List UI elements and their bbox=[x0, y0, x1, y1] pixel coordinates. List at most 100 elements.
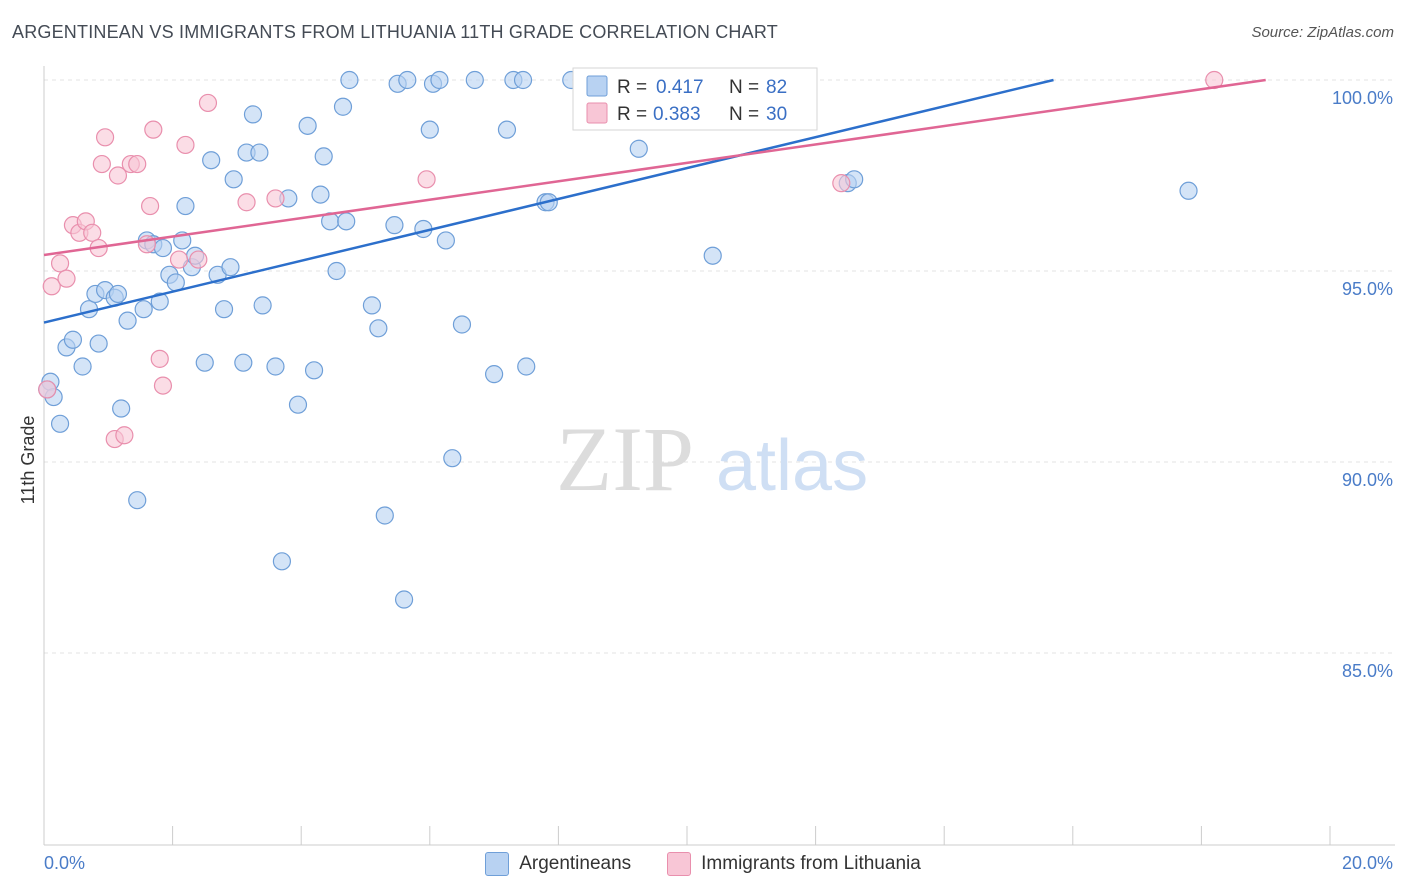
watermark: ZIP atlas bbox=[556, 408, 868, 510]
bottom-legend-label-argentineans: Argentineans bbox=[519, 853, 632, 874]
blue-point-43 bbox=[311, 185, 330, 204]
blue-point-23 bbox=[176, 196, 195, 216]
blue-point-18 bbox=[150, 292, 169, 311]
blue-trend-line bbox=[43, 78, 1054, 324]
pink-point-20 bbox=[153, 376, 173, 395]
blue-point-77 bbox=[703, 246, 722, 265]
blue-point-11 bbox=[108, 284, 128, 304]
source-label: Source: ZipAtlas.com bbox=[1251, 24, 1394, 41]
blue-point-14 bbox=[128, 491, 147, 510]
blue-point-69 bbox=[517, 357, 536, 376]
blue-point-34 bbox=[243, 105, 263, 124]
blue-point-56 bbox=[398, 70, 417, 90]
series-lithuania-points bbox=[38, 70, 1224, 449]
blue-point-68 bbox=[513, 70, 533, 90]
blue-point-60 bbox=[430, 70, 449, 90]
pink-point-15 bbox=[128, 154, 147, 174]
blue-point-50 bbox=[362, 296, 382, 315]
bottom-legend-swatch-blue bbox=[485, 852, 510, 876]
series-argentineans-points bbox=[38, 70, 1198, 609]
bottom-legend-item-lithuania: Immigrants from Lithuania bbox=[667, 852, 921, 876]
legend-blue-n-label: N = bbox=[729, 77, 759, 98]
blue-point-13 bbox=[118, 311, 137, 330]
y-tick-label-2: 90.0% bbox=[1342, 470, 1393, 490]
blue-point-48 bbox=[337, 212, 356, 231]
blue-point-58 bbox=[420, 120, 439, 139]
blue-point-44 bbox=[314, 147, 333, 166]
blue-point-62 bbox=[443, 449, 462, 468]
legend-swatch-blue bbox=[586, 75, 608, 97]
stats-legend: R = 0.417 N = 82 R = 0.383 N = 30 bbox=[572, 67, 818, 131]
blue-point-41 bbox=[298, 116, 317, 135]
pink-point-3 bbox=[57, 269, 76, 288]
blue-point-66 bbox=[497, 120, 517, 139]
blue-point-63 bbox=[452, 315, 472, 334]
blue-point-30 bbox=[221, 258, 240, 277]
y-axis-tick-labels: 100.0% 95.0% 90.0% 85.0% bbox=[1332, 88, 1393, 681]
bottom-legend: Argentineans Immigrants from Lithuania bbox=[0, 852, 1406, 876]
bottom-legend-swatch-pink bbox=[667, 852, 692, 876]
pink-point-25 bbox=[237, 193, 256, 212]
pink-point-7 bbox=[83, 223, 102, 242]
pink-trend-line bbox=[43, 78, 1266, 257]
pink-point-22 bbox=[176, 135, 195, 155]
pink-point-19 bbox=[150, 349, 169, 368]
pink-point-28 bbox=[832, 174, 851, 193]
blue-point-40 bbox=[288, 395, 308, 414]
blue-point-42 bbox=[304, 361, 324, 380]
pink-point-0 bbox=[38, 380, 57, 399]
legend-pink-n-value: 30 bbox=[766, 104, 787, 125]
y-tick-label-0: 100.0% bbox=[1332, 88, 1393, 108]
stats-legend-box bbox=[572, 67, 818, 131]
watermark-atlas: atlas bbox=[716, 426, 868, 506]
watermark-zip: ZIP bbox=[556, 408, 694, 510]
pink-point-11 bbox=[108, 166, 128, 185]
x-tick-label-max: 20.0% bbox=[1342, 853, 1393, 873]
blue-point-46 bbox=[327, 261, 346, 281]
blue-point-2 bbox=[50, 414, 70, 433]
blue-point-35 bbox=[250, 143, 269, 162]
blue-point-74 bbox=[629, 139, 648, 158]
x-tick-label-min: 0.0% bbox=[44, 853, 85, 873]
trend-lines bbox=[43, 78, 1266, 324]
bottom-legend-item-argentineans: Argentineans bbox=[485, 852, 631, 876]
blue-point-31 bbox=[224, 170, 243, 189]
blue-point-27 bbox=[202, 151, 221, 170]
blue-point-4 bbox=[63, 330, 83, 349]
legend-pink-r-value: 0.383 bbox=[653, 104, 701, 125]
legend-swatch-pink bbox=[586, 102, 608, 124]
pink-point-9 bbox=[92, 154, 111, 174]
pink-point-24 bbox=[198, 93, 218, 113]
y-tick-label-1: 95.0% bbox=[1342, 279, 1393, 299]
bottom-legend-label-lithuania: Immigrants from Lithuania bbox=[701, 853, 921, 874]
pink-point-21 bbox=[169, 250, 189, 269]
x-axis-ticks bbox=[43, 826, 1331, 845]
pink-point-27 bbox=[417, 170, 436, 189]
y-tick-label-3: 85.0% bbox=[1342, 661, 1393, 681]
pink-point-1 bbox=[42, 277, 61, 296]
y-axis-label: 11th Grade bbox=[18, 416, 38, 505]
pink-point-18 bbox=[144, 120, 163, 139]
blue-point-32 bbox=[234, 353, 253, 372]
blue-point-29 bbox=[214, 300, 234, 319]
legend-blue-r-value: 0.417 bbox=[656, 77, 704, 98]
blue-point-64 bbox=[465, 70, 484, 90]
blue-point-12 bbox=[112, 399, 131, 418]
blue-point-37 bbox=[266, 357, 285, 376]
legend-pink-n-label: N = bbox=[729, 104, 759, 125]
blue-point-51 bbox=[369, 319, 388, 338]
blue-point-80 bbox=[1179, 181, 1198, 200]
pink-point-13 bbox=[115, 426, 134, 445]
blue-point-36 bbox=[253, 296, 272, 315]
pink-point-26 bbox=[266, 189, 285, 208]
chart-title: ARGENTINEAN VS IMMIGRANTS FROM LITHUANIA… bbox=[12, 22, 778, 42]
blue-point-53 bbox=[385, 216, 404, 235]
blue-point-65 bbox=[485, 365, 504, 384]
blue-point-55 bbox=[394, 590, 414, 609]
blue-point-61 bbox=[436, 231, 455, 250]
legend-blue-r-label: R = bbox=[617, 77, 647, 98]
blue-point-47 bbox=[333, 97, 353, 116]
legend-pink-r-label: R = bbox=[617, 104, 647, 125]
pink-point-2 bbox=[50, 254, 70, 273]
